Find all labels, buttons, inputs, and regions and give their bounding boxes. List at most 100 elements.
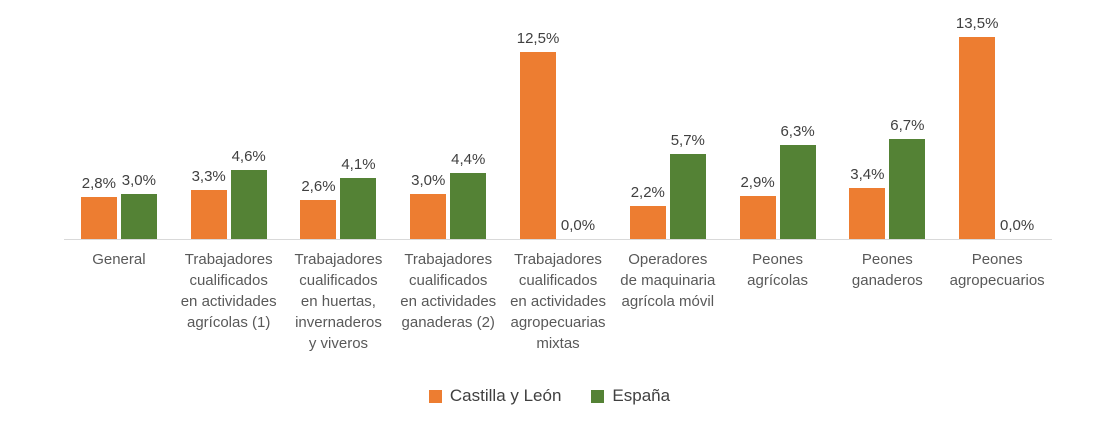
category-label-line: Trabajadores <box>184 251 273 268</box>
value-label: 12,5% <box>516 29 560 47</box>
bar-castilla-y-leon <box>300 200 337 239</box>
bar-col-espana: 6,7% <box>889 116 926 239</box>
category-label-peones-ganaderos: Peones ganaderos <box>832 249 942 354</box>
bar-col-castilla-y-leon: 2,6% <box>300 178 337 239</box>
category-label-line: agrícolas <box>747 272 809 289</box>
category-label-line: ganaderos <box>851 272 923 289</box>
bar-group-trabajadores-cualificados-en-huertas-invernaderos-y-viveros: 2,6% 4,1% <box>284 0 394 239</box>
bar-castilla-y-leon <box>739 195 776 239</box>
category-label-operadores-de-maquinaria-agricola-movil: Operadores de maquinaria agrícola móvil <box>613 249 723 354</box>
legend-label: Castilla y León <box>449 386 562 405</box>
value-label: 2,8% <box>81 175 116 192</box>
category-axis: General Trabajadores cualificados en activi… <box>64 249 1052 354</box>
category-label-trabajadores-cualificados-en-actividades-agricolas-1: Trabajadores cualificados en actividades ag… <box>174 249 284 354</box>
bar-col-castilla-y-leon: 3,0% <box>410 172 447 239</box>
category-label-general: General <box>64 249 174 354</box>
value-label: 2,9% <box>740 173 775 191</box>
category-label-line: agrícolas (1) <box>186 314 271 331</box>
value-label: 5,7% <box>670 131 705 149</box>
value-label: 13,5% <box>955 14 999 32</box>
bar-col-castilla-y-leon: 13,5% <box>956 15 998 239</box>
plot-area: 2,8% 3,0% 3,3% 4,6% 2,6% 4,1% 3,0% 4,4% 12,5% 0,0… <box>64 0 1052 240</box>
category-label-line: Trabajadores <box>514 251 602 268</box>
category-label-line: en huertas, <box>300 293 376 310</box>
category-label-trabajadores-cualificados-en-actividades-agropecuarias-mixtas: Trabajadores cualificados en actividades ag… <box>503 249 613 354</box>
bar-castilla-y-leon <box>410 194 447 239</box>
category-label-line: cualificados <box>518 272 598 289</box>
bar-group-trabajadores-cualificados-en-actividades-agropecuarias-mixtas: 12,5% 0,0% <box>503 0 613 239</box>
value-label: 0,0% <box>1000 217 1035 234</box>
category-label-line: en actividades <box>180 293 277 310</box>
legend: Castilla y León España <box>0 386 1099 406</box>
bar-col-espana: 0,0% <box>999 217 1035 239</box>
value-label: 3,3% <box>191 167 226 185</box>
bar-col-castilla-y-leon: 3,4% <box>849 166 886 239</box>
category-label-line: en actividades <box>510 293 606 310</box>
category-label-line: y viveros <box>308 335 369 352</box>
bar-castilla-y-leon <box>629 206 666 239</box>
legend-entry-castilla-y-leon: Castilla y León <box>428 386 562 406</box>
bar-castilla-y-leon <box>80 197 117 239</box>
bar-col-espana: 4,4% <box>450 151 487 239</box>
category-label-peones-agropecuarios: Peones agropecuarios <box>942 249 1052 354</box>
bar-group-general: 2,8% 3,0% <box>64 0 174 239</box>
category-label-line: General <box>92 251 146 268</box>
category-label-peones-agricolas: Peones agrícolas <box>723 249 833 354</box>
category-label-trabajadores-cualificados-en-actividades-ganaderas-2: Trabajadores cualificados en actividades ga… <box>393 249 503 354</box>
category-label-line: ganaderas (2) <box>401 314 495 331</box>
bar-col-castilla-y-leon: 2,2% <box>629 184 666 239</box>
category-label-line: agropecuarios <box>949 272 1045 289</box>
bar-col-castilla-y-leon: 2,8% <box>80 175 117 239</box>
legend-label: España <box>612 386 671 405</box>
bar-col-espana: 4,6% <box>230 148 267 239</box>
value-label: 2,2% <box>630 184 665 201</box>
value-label: 4,6% <box>231 148 266 165</box>
bar-espana <box>340 177 377 239</box>
value-label: 3,0% <box>411 172 446 189</box>
bar-espana <box>669 153 706 239</box>
category-label-trabajadores-cualificados-en-huertas-invernaderos-y-viveros: Trabajadores cualificados en huertas, inver… <box>284 249 394 354</box>
value-label: 4,4% <box>451 151 486 168</box>
category-label-line: cualificados <box>189 272 268 289</box>
bar-col-espana: 3,0% <box>120 172 157 239</box>
bar-castilla-y-leon <box>520 51 557 239</box>
value-label: 6,3% <box>780 122 815 140</box>
bar-espana <box>779 144 816 239</box>
category-label-line: en actividades <box>400 293 497 310</box>
category-label-line: Peones <box>752 251 804 268</box>
bar-castilla-y-leon <box>849 188 886 239</box>
category-label-line: Peones <box>971 251 1023 268</box>
category-label-line: agropecuarias <box>510 314 606 331</box>
legend-swatch-icon <box>428 389 442 403</box>
value-label: 6,7% <box>890 116 925 134</box>
bar-group-peones-ganaderos: 3,4% 6,7% <box>832 0 942 239</box>
bar-group-peones-agropecuarios: 13,5% 0,0% <box>942 0 1052 239</box>
bar-castilla-y-leon <box>190 189 227 239</box>
bar-col-castilla-y-leon: 3,3% <box>190 167 227 239</box>
bar-espana <box>120 194 157 239</box>
bar-espana <box>450 173 487 239</box>
category-label-line: cualificados <box>299 272 378 289</box>
value-label: 0,0% <box>560 217 596 234</box>
value-label: 3,0% <box>121 172 156 189</box>
category-label-line: mixtas <box>536 335 580 352</box>
bar-col-espana: 0,0% <box>560 217 596 239</box>
value-label: 4,1% <box>341 155 376 173</box>
bar-col-castilla-y-leon: 12,5% <box>517 30 559 239</box>
category-label-line: agrícola móvil <box>621 293 715 310</box>
category-label-line: Trabajadores <box>294 251 383 268</box>
bar-col-castilla-y-leon: 2,9% <box>739 173 776 239</box>
value-label: 2,6% <box>301 178 336 195</box>
bar-group-trabajadores-cualificados-en-actividades-ganaderas-2: 3,0% 4,4% <box>393 0 503 239</box>
value-label: 3,4% <box>850 166 885 183</box>
category-label-line: Peones <box>861 251 913 268</box>
bar-espana <box>889 138 926 239</box>
category-label-line: Trabajadores <box>404 251 493 268</box>
category-label-line: invernaderos <box>295 314 382 331</box>
legend-swatch-icon <box>591 389 605 403</box>
category-label-line: de maquinaria <box>620 272 716 289</box>
bar-col-espana: 4,1% <box>340 155 377 239</box>
category-label-line: cualificados <box>409 272 488 289</box>
bar-group-trabajadores-cualificados-en-actividades-agricolas-1: 3,3% 4,6% <box>174 0 284 239</box>
